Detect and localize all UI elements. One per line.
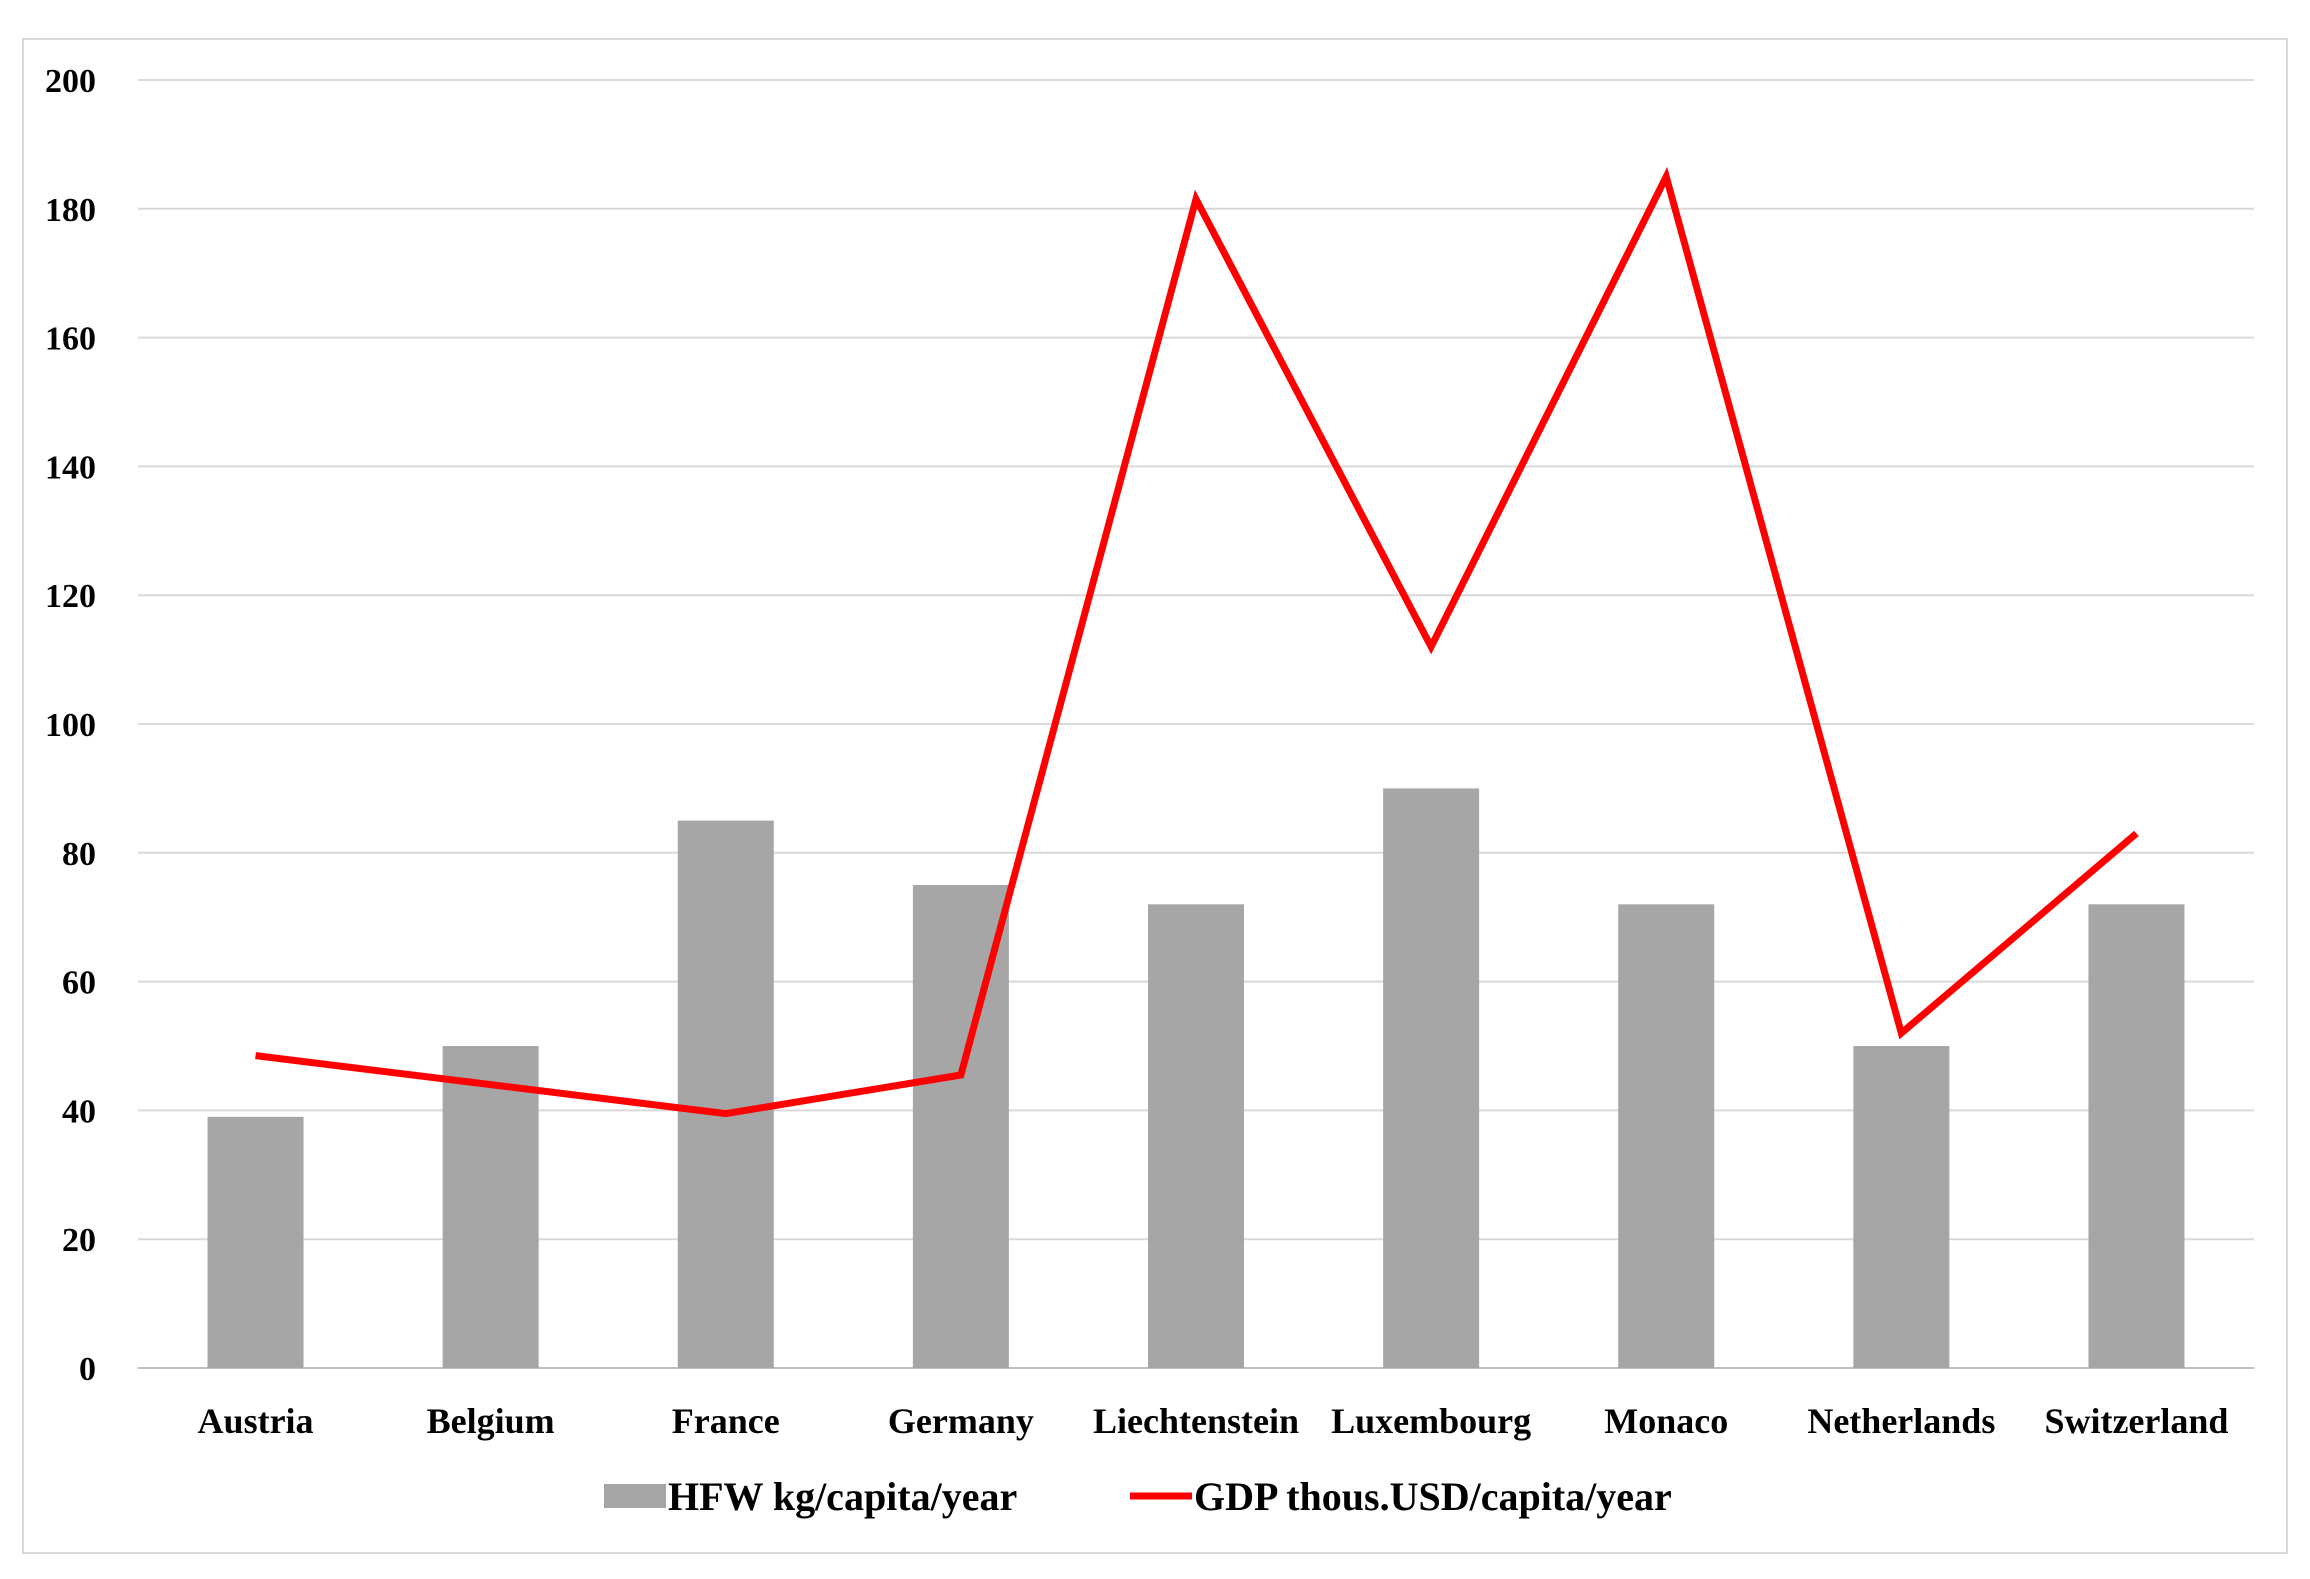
x-tick-label: Germany	[888, 1401, 1034, 1441]
y-tick-label: 80	[62, 836, 96, 873]
bar-switzerland	[2088, 904, 2185, 1368]
y-tick-label: 200	[45, 63, 96, 100]
bar-belgium	[442, 1046, 539, 1368]
bar-austria	[207, 1116, 304, 1368]
y-tick-label: 20	[62, 1222, 96, 1259]
x-tick-label: Monaco	[1604, 1401, 1728, 1441]
bar-luxembourg	[1383, 788, 1480, 1368]
legend-label-gdp: GDP thous.USD/capita/year	[1194, 1474, 1672, 1519]
y-tick-label: 140	[45, 449, 96, 486]
y-tick-label: 160	[45, 321, 96, 358]
y-tick-label: 40	[62, 1093, 96, 1130]
legend-label-hfw: HFW kg/capita/year	[668, 1474, 1017, 1519]
x-tick-label: Belgium	[427, 1401, 555, 1441]
x-tick-label: Liechtenstein	[1093, 1401, 1299, 1441]
y-axis: 0 20 40 60 80 100 120 140 160 180 200	[45, 63, 96, 1388]
legend: HFW kg/capita/year GDP thous.USD/capita/y…	[604, 1474, 1672, 1519]
bar-liechtenstein	[1148, 904, 1244, 1368]
y-tick-label: 60	[62, 965, 96, 1002]
y-tick-label: 180	[45, 192, 96, 229]
x-tick-label: Switzerland	[2044, 1401, 2228, 1441]
y-tick-label: 0	[79, 1351, 96, 1388]
x-tick-label: Austria	[198, 1401, 314, 1441]
y-tick-label: 120	[45, 578, 96, 615]
bar-monaco	[1618, 904, 1715, 1368]
x-tick-label: Netherlands	[1807, 1401, 1995, 1441]
bar-france	[677, 820, 774, 1368]
legend-bar-swatch	[604, 1484, 666, 1508]
x-tick-label: France	[672, 1401, 780, 1441]
bar-series	[207, 788, 2185, 1368]
x-axis: Austria Belgium France Germany Liechtenstein…	[198, 1401, 2229, 1441]
line-series	[255, 166, 2139, 1118]
x-tick-label: Luxembourg	[1331, 1401, 1531, 1441]
y-tick-label: 100	[45, 707, 96, 744]
bar-netherlands	[1853, 1046, 1950, 1368]
